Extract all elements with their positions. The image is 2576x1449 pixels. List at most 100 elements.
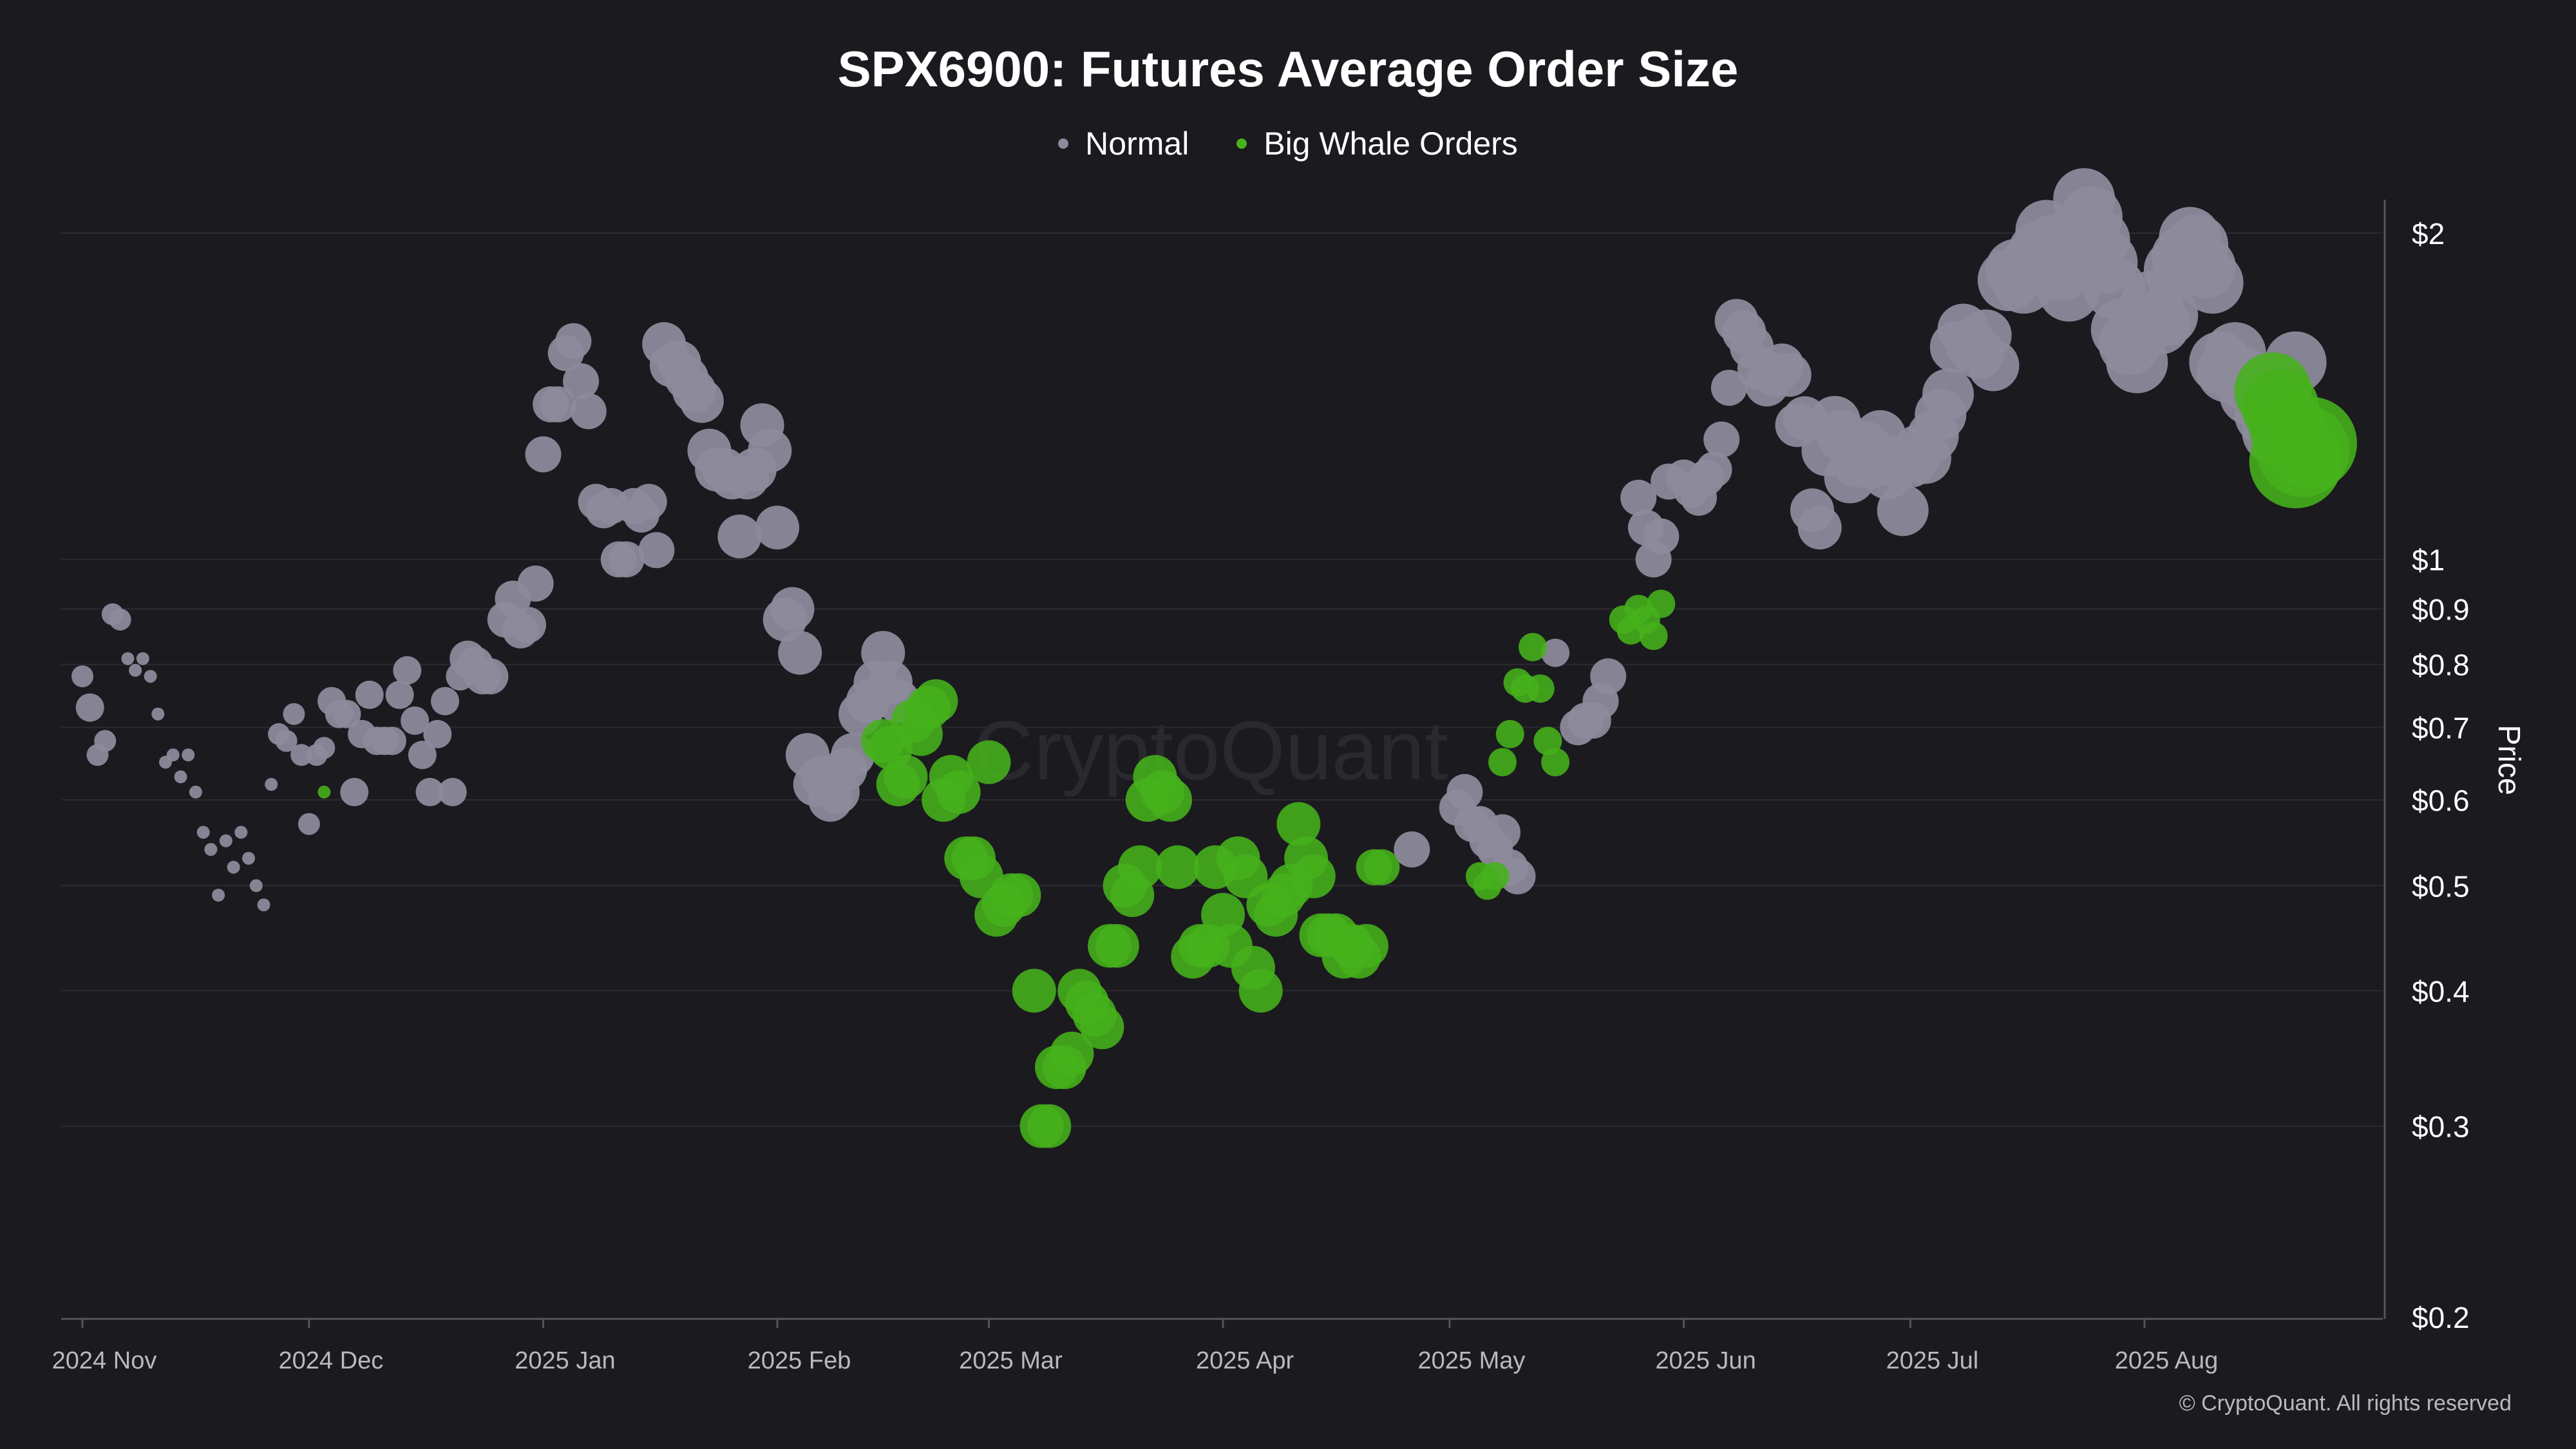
normal-point[interactable] (212, 889, 225, 902)
normal-point[interactable] (438, 777, 467, 806)
normal-point[interactable] (1710, 370, 1747, 406)
normal-point[interactable] (1703, 421, 1740, 458)
normal-point[interactable] (2136, 284, 2199, 346)
normal-point[interactable] (630, 484, 667, 520)
normal-point[interactable] (472, 658, 509, 695)
normal-point[interactable] (570, 393, 607, 430)
normal-point[interactable] (332, 699, 361, 728)
normal-point[interactable] (1967, 339, 2020, 392)
normal-point[interactable] (393, 656, 422, 685)
whale-point[interactable] (914, 679, 958, 723)
normal-point[interactable] (2181, 252, 2244, 314)
normal-point[interactable] (415, 777, 444, 806)
normal-point[interactable] (219, 834, 232, 848)
whale-point[interactable] (317, 785, 331, 799)
normal-point[interactable] (1767, 353, 1812, 397)
normal-point[interactable] (249, 879, 263, 893)
normal-point[interactable] (1627, 509, 1664, 546)
normal-point[interactable] (555, 323, 592, 359)
whale-point[interactable] (1481, 862, 1510, 891)
whale-point[interactable] (1118, 845, 1162, 889)
normal-point[interactable] (1696, 451, 1732, 488)
normal-point[interactable] (1560, 709, 1596, 746)
normal-point[interactable] (144, 670, 157, 683)
normal-point[interactable] (770, 587, 815, 631)
normal-point[interactable] (517, 565, 554, 602)
whale-point[interactable] (1526, 674, 1555, 703)
whale-point[interactable] (1027, 1104, 1072, 1148)
normal-point[interactable] (204, 843, 218, 856)
normal-point[interactable] (75, 693, 104, 722)
normal-point[interactable] (1541, 638, 1570, 667)
normal-point[interactable] (1877, 484, 1929, 536)
normal-point[interactable] (1394, 831, 1430, 867)
normal-point[interactable] (257, 898, 270, 912)
normal-point[interactable] (290, 744, 313, 766)
normal-point[interactable] (755, 506, 800, 550)
normal-point[interactable] (275, 730, 298, 752)
whale-point[interactable] (1276, 802, 1321, 846)
normal-point[interactable] (340, 777, 369, 806)
normal-point[interactable] (748, 428, 792, 473)
whale-point[interactable] (1488, 748, 1517, 777)
normal-point[interactable] (608, 541, 645, 578)
normal-point[interactable] (1499, 858, 1536, 895)
whale-point[interactable] (1519, 632, 1547, 661)
normal-point[interactable] (638, 532, 675, 569)
whale-point[interactable] (1155, 845, 1200, 889)
normal-point[interactable] (408, 741, 437, 770)
whale-point[interactable] (1148, 778, 1192, 822)
whale-point[interactable] (1533, 726, 1562, 755)
normal-point[interactable] (189, 785, 202, 799)
normal-point[interactable] (1620, 479, 1657, 516)
legend-item-normal[interactable]: Normal (1058, 125, 1189, 162)
legend-item-big-whale-orders[interactable]: Big Whale Orders (1236, 125, 1518, 162)
normal-point[interactable] (510, 607, 546, 643)
normal-point[interactable] (265, 778, 278, 791)
normal-point[interactable] (151, 707, 165, 721)
whale-point[interactable] (1050, 1032, 1094, 1075)
normal-point[interactable] (298, 813, 320, 835)
normal-point[interactable] (431, 687, 459, 715)
normal-point[interactable] (1797, 506, 1842, 550)
normal-point[interactable] (1446, 773, 1483, 810)
whale-point[interactable] (1647, 589, 1676, 618)
normal-point[interactable] (423, 719, 452, 748)
normal-point[interactable] (679, 379, 724, 423)
whale-point[interactable] (1080, 1005, 1124, 1050)
normal-point[interactable] (1590, 658, 1627, 695)
normal-point[interactable] (563, 363, 600, 399)
whale-point[interactable] (997, 873, 1041, 917)
whale-point[interactable] (1012, 969, 1056, 1013)
normal-point[interactable] (227, 860, 240, 874)
normal-point[interactable] (166, 748, 180, 762)
normal-point[interactable] (196, 826, 210, 839)
normal-point[interactable] (109, 609, 131, 631)
normal-point[interactable] (182, 748, 195, 762)
whale-point[interactable] (1495, 719, 1524, 748)
normal-point[interactable] (1922, 368, 1974, 421)
normal-point[interactable] (540, 386, 576, 422)
normal-point[interactable] (385, 680, 414, 709)
normal-point[interactable] (283, 703, 305, 725)
normal-point[interactable] (129, 663, 142, 677)
normal-point[interactable] (401, 706, 430, 735)
normal-point[interactable] (1484, 814, 1520, 851)
normal-point[interactable] (313, 737, 336, 759)
normal-point[interactable] (717, 515, 762, 558)
normal-point[interactable] (355, 680, 384, 709)
normal-point[interactable] (71, 665, 93, 688)
whale-point[interactable] (1639, 621, 1668, 650)
whale-point[interactable] (1291, 854, 1336, 898)
normal-point[interactable] (121, 652, 135, 665)
normal-point[interactable] (242, 851, 255, 865)
normal-point[interactable] (778, 630, 822, 675)
whale-point[interactable] (1238, 969, 1283, 1013)
whale-point[interactable] (884, 755, 928, 799)
whale-point[interactable] (1363, 849, 1400, 886)
whale-point[interactable] (1344, 923, 1388, 968)
whale-point[interactable] (936, 770, 981, 814)
normal-point[interactable] (136, 652, 149, 665)
normal-point[interactable] (234, 826, 248, 839)
normal-point[interactable] (377, 726, 406, 755)
